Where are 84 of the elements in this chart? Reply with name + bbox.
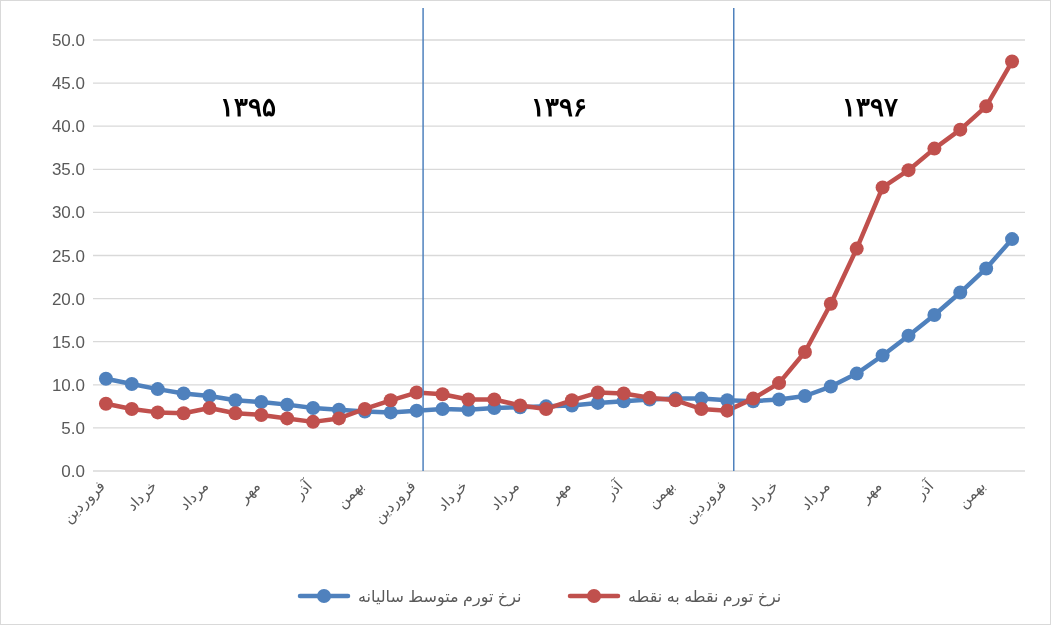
point [124, 376, 139, 391]
point [202, 401, 217, 416]
x-tick-label: فروردین [369, 477, 420, 527]
annotation: ۱۳۹۶ [531, 92, 587, 122]
x-tick-label: مرداد [797, 477, 834, 514]
y-tick-label: 25.0 [51, 246, 85, 266]
point [772, 392, 787, 407]
point [435, 401, 450, 416]
x-tick-label: مهر [544, 477, 575, 507]
point [254, 407, 269, 422]
point [979, 261, 994, 276]
point [461, 392, 476, 407]
point [849, 366, 864, 381]
point [823, 379, 838, 394]
point [797, 389, 812, 404]
point [927, 307, 942, 322]
point [150, 405, 165, 420]
point [176, 406, 191, 421]
point [849, 241, 864, 256]
point [306, 401, 321, 416]
point [1005, 232, 1020, 247]
annotation: ۱۳۹۵ [220, 92, 277, 122]
point [564, 393, 579, 408]
point [254, 395, 269, 410]
y-tick-label: 15.0 [51, 332, 85, 352]
point [590, 385, 605, 400]
point [953, 122, 968, 137]
point [875, 180, 890, 195]
point [720, 403, 735, 418]
point [1005, 54, 1020, 69]
x-tick-label: بهمن [643, 477, 679, 512]
point [280, 411, 295, 426]
point [124, 401, 139, 416]
point [150, 382, 165, 397]
y-tick-label: 45.0 [51, 74, 85, 94]
legend-label: نرخ تورم متوسط سالیانه [358, 588, 522, 607]
point [306, 414, 321, 429]
point [383, 393, 398, 408]
point [176, 386, 191, 401]
x-tick-label: آذر [289, 476, 317, 504]
point [953, 285, 968, 300]
point [901, 328, 916, 343]
y-tick-label: 40.0 [51, 117, 85, 137]
point [435, 387, 450, 402]
y-tick-label: 30.0 [51, 203, 85, 223]
x-tick-label: فروردین [680, 477, 731, 527]
point [875, 348, 890, 363]
x-tick-label: مهر [855, 477, 886, 507]
x-tick-label: خرداد [433, 477, 472, 515]
point [901, 163, 916, 178]
point [202, 389, 217, 404]
point [487, 392, 502, 407]
point [409, 403, 424, 418]
x-tick-label: بهمن [954, 477, 989, 512]
y-tick-label: 35.0 [51, 160, 85, 180]
point [694, 401, 709, 416]
x-tick-label: آذر [910, 476, 938, 504]
point [383, 405, 398, 420]
x-tick-label: مرداد [175, 477, 213, 514]
x-tick-label: آذر [600, 476, 628, 504]
annotation: ۱۳۹۷ [841, 92, 898, 122]
legend-label: نرخ تورم نقطه به نقطه [628, 588, 782, 607]
point [98, 371, 113, 386]
y-tick-label: 20.0 [51, 289, 85, 309]
point [616, 386, 631, 401]
point [823, 296, 838, 311]
x-tick-label: خرداد [744, 477, 782, 515]
point [927, 141, 942, 156]
point [331, 411, 346, 426]
point [979, 99, 994, 114]
x-tick-label: بهمن [332, 477, 368, 512]
point [772, 376, 787, 391]
point [228, 393, 243, 408]
x-tick-label: مرداد [486, 477, 523, 514]
point [98, 396, 113, 411]
point [409, 385, 424, 400]
x-tick-label: خرداد [123, 477, 161, 515]
point [228, 406, 243, 421]
x-tick-label: مهر [234, 477, 265, 507]
y-tick-label: 5.0 [61, 418, 85, 438]
point [280, 397, 295, 412]
point [797, 345, 812, 360]
y-tick-label: 50.0 [51, 31, 85, 50]
y-tick-label: 10.0 [51, 375, 85, 395]
